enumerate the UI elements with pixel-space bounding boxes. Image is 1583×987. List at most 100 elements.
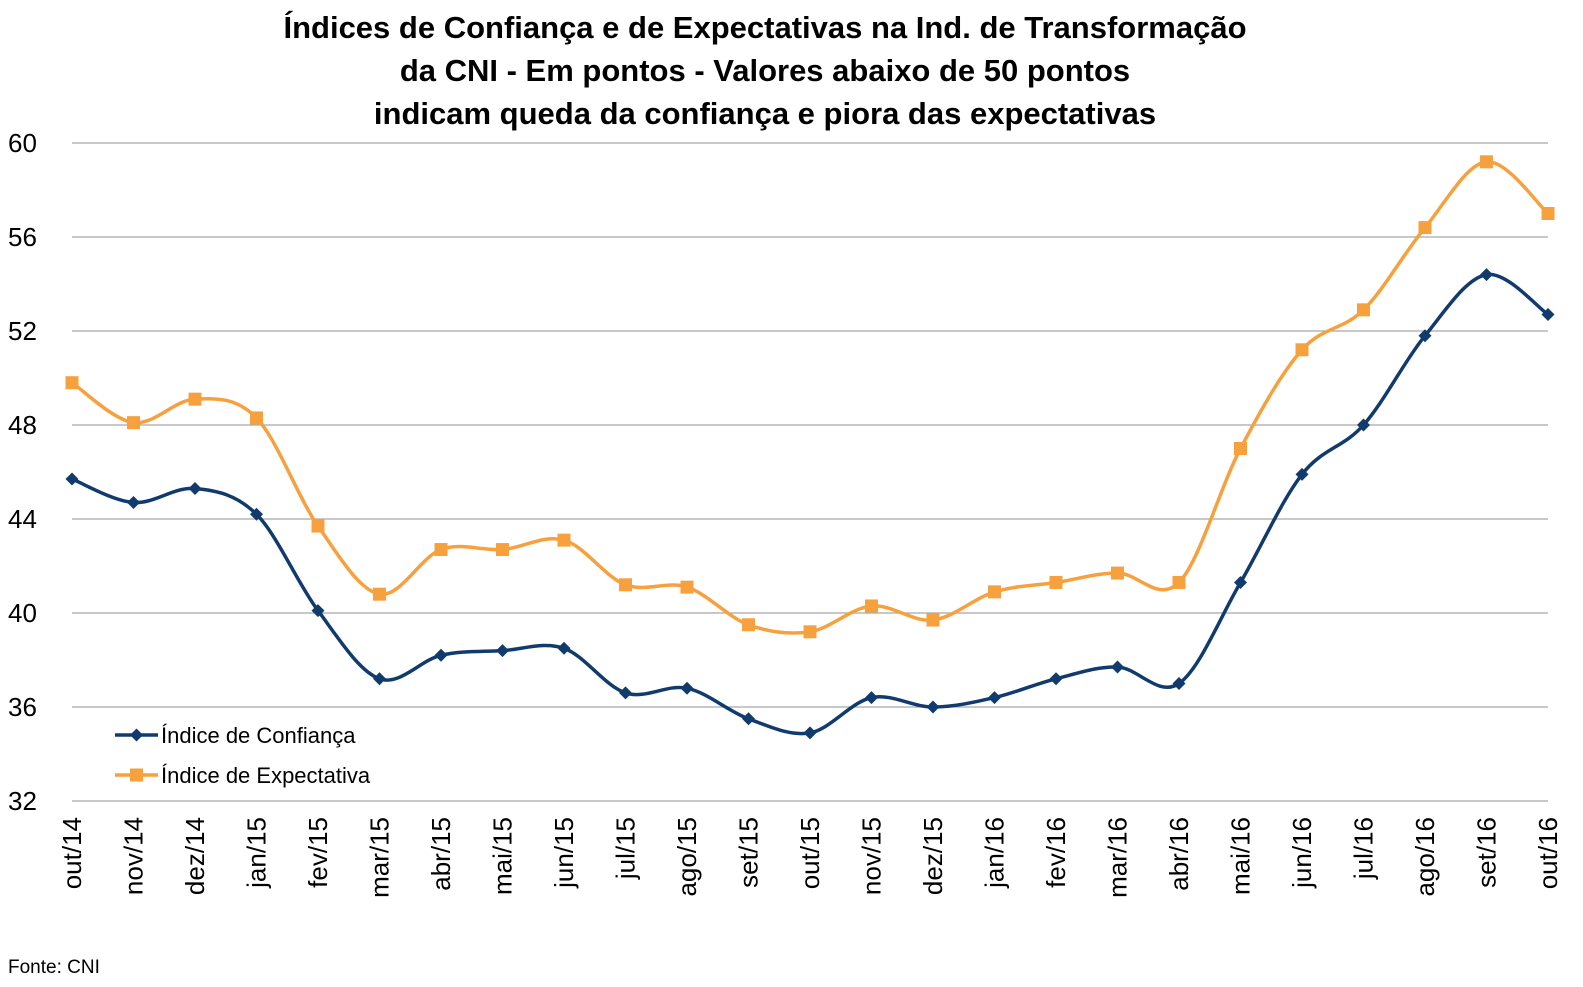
y-tick-label: 40 bbox=[8, 598, 37, 628]
y-tick-label: 36 bbox=[8, 692, 37, 722]
x-tick-label: jun/15 bbox=[549, 817, 579, 889]
data-point bbox=[1480, 268, 1493, 282]
data-point bbox=[65, 472, 79, 486]
data-point bbox=[865, 691, 878, 705]
x-tick-label: jun/16 bbox=[1287, 817, 1317, 889]
data-point bbox=[127, 416, 140, 430]
data-point bbox=[1172, 575, 1186, 589]
data-point bbox=[1172, 677, 1186, 690]
x-tick-label: mai/15 bbox=[488, 817, 518, 895]
y-tick-label: 52 bbox=[8, 316, 37, 346]
series-expectativa bbox=[65, 155, 1555, 639]
data-point bbox=[311, 519, 325, 533]
legend: Índice de Confiança Índice de Expectativa bbox=[115, 723, 371, 788]
legend-label: Índice de Expectativa bbox=[161, 763, 371, 788]
x-tick-label: mar/15 bbox=[365, 817, 395, 898]
data-point bbox=[988, 585, 1001, 599]
data-point bbox=[434, 543, 448, 557]
data-point bbox=[1111, 566, 1124, 580]
x-tick-label: nov/14 bbox=[119, 817, 149, 895]
data-point bbox=[311, 604, 325, 618]
data-point bbox=[557, 533, 571, 547]
data-point bbox=[557, 641, 571, 655]
x-tick-label: fev/15 bbox=[303, 817, 333, 888]
series-confianca bbox=[65, 268, 1555, 740]
data-point bbox=[680, 681, 694, 695]
data-point bbox=[865, 599, 878, 613]
chart-title-line-2: da CNI - Em pontos - Valores abaixo de 5… bbox=[399, 53, 1131, 88]
data-point bbox=[373, 672, 386, 686]
data-point bbox=[926, 700, 940, 714]
source-note: Fonte: CNI bbox=[8, 957, 100, 978]
data-point bbox=[1418, 221, 1432, 235]
data-point bbox=[250, 411, 263, 425]
data-point bbox=[1049, 672, 1063, 686]
x-tick-label: set/16 bbox=[1472, 817, 1502, 888]
legend-marker bbox=[130, 728, 143, 742]
data-point bbox=[1234, 442, 1247, 455]
x-tick-label: mar/16 bbox=[1103, 817, 1133, 898]
x-tick-label: jul/16 bbox=[1349, 817, 1379, 880]
x-tick-label: dez/14 bbox=[180, 817, 210, 895]
data-point bbox=[65, 376, 79, 390]
data-point bbox=[1418, 329, 1432, 343]
chart-title: Índices de Confiança e de Expectativas n… bbox=[0, 6, 1530, 135]
data-point bbox=[680, 580, 694, 594]
data-point bbox=[619, 578, 632, 592]
y-tick-label: 56 bbox=[8, 222, 37, 252]
data-point bbox=[1480, 155, 1493, 169]
x-tick-label: set/15 bbox=[734, 817, 764, 888]
data-point bbox=[1541, 308, 1555, 322]
x-tick-label: ago/15 bbox=[672, 817, 702, 897]
data-point bbox=[1111, 660, 1124, 674]
data-point bbox=[1295, 343, 1309, 357]
x-tick-label: jan/15 bbox=[242, 817, 272, 889]
data-point bbox=[1541, 207, 1555, 220]
legend-marker bbox=[130, 768, 143, 782]
chart-title-line-3: indicam queda da confiança e piora das e… bbox=[373, 96, 1157, 131]
legend-entry: Índice de Expectativa bbox=[115, 763, 371, 788]
data-point bbox=[742, 712, 755, 726]
data-point bbox=[1049, 575, 1063, 589]
data-point bbox=[250, 507, 263, 521]
data-point bbox=[496, 543, 509, 557]
x-tick-label: mai/16 bbox=[1226, 817, 1256, 895]
data-point bbox=[434, 648, 448, 662]
y-tick-label: 44 bbox=[8, 504, 37, 534]
data-point bbox=[619, 686, 632, 700]
data-point bbox=[373, 587, 386, 601]
series-line bbox=[70, 272, 1550, 736]
chart-title-line-1: Índices de Confiança e de Expectativas n… bbox=[283, 10, 1247, 45]
y-axis-ticks: 32 36 40 44 48 52 56 60 bbox=[8, 128, 37, 816]
data-point bbox=[803, 726, 817, 740]
data-point bbox=[926, 613, 940, 627]
legend-entry: Índice de Confiança bbox=[115, 723, 356, 748]
data-point bbox=[1234, 575, 1247, 589]
y-tick-label: 60 bbox=[8, 128, 37, 158]
data-point bbox=[742, 618, 755, 632]
grid-lines bbox=[72, 142, 1548, 802]
data-point bbox=[188, 392, 202, 406]
data-point bbox=[188, 481, 202, 495]
x-tick-label: abr/16 bbox=[1164, 817, 1194, 891]
data-point bbox=[496, 644, 509, 658]
x-tick-label: jul/15 bbox=[611, 817, 641, 880]
legend-label: Índice de Confiança bbox=[161, 723, 356, 748]
data-point bbox=[988, 691, 1001, 705]
data-point bbox=[1357, 418, 1370, 432]
x-tick-label: ago/16 bbox=[1410, 817, 1440, 897]
y-tick-label: 32 bbox=[8, 786, 37, 816]
data-point bbox=[127, 496, 140, 510]
x-tick-label: out/16 bbox=[1533, 817, 1563, 889]
x-tick-label: out/14 bbox=[57, 817, 87, 889]
x-tick-label: fev/16 bbox=[1041, 817, 1071, 888]
data-point bbox=[803, 625, 817, 639]
data-point bbox=[1357, 303, 1370, 317]
series-line bbox=[70, 160, 1550, 635]
series-layer bbox=[65, 155, 1555, 740]
x-tick-label: jan/16 bbox=[980, 817, 1010, 889]
x-tick-label: out/15 bbox=[795, 817, 825, 889]
data-point bbox=[1295, 467, 1309, 481]
x-tick-label: abr/15 bbox=[426, 817, 456, 891]
